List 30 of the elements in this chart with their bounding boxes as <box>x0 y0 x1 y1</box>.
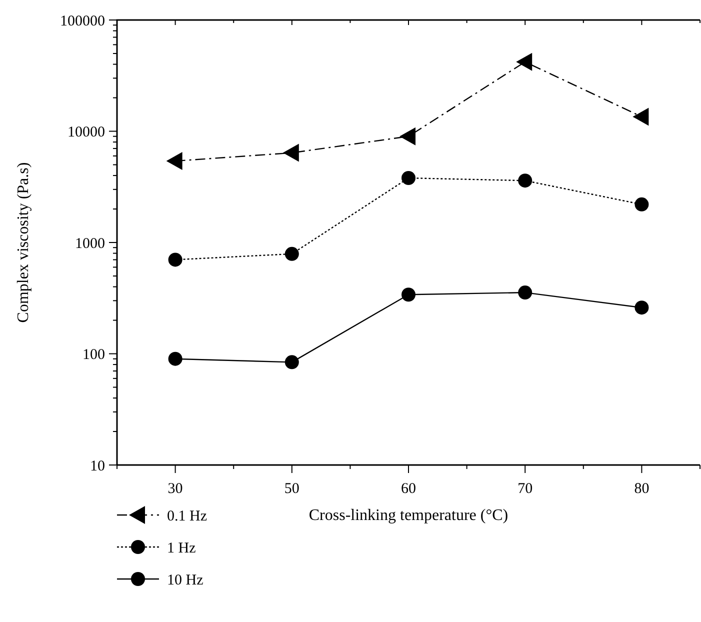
point <box>400 127 416 146</box>
y-axis-title: Complex viscosity (Pa.s) <box>15 162 32 323</box>
point <box>282 144 299 162</box>
point <box>632 108 649 126</box>
x-tick-label: 70 <box>518 481 533 497</box>
x-tick-label: 30 <box>168 481 183 497</box>
point <box>518 286 532 300</box>
y-tick-label: 10000 <box>68 124 105 140</box>
legend-label: 10 Hz <box>167 572 204 588</box>
legend-label: 1 Hz <box>167 540 196 556</box>
x-axis-title: Cross-linking temperature (°C) <box>308 507 508 524</box>
point <box>516 52 532 71</box>
x-tick-label: 60 <box>401 481 416 497</box>
point <box>634 197 649 212</box>
point <box>284 355 299 370</box>
x-tick-label: 50 <box>284 481 300 497</box>
point <box>402 171 416 185</box>
y-tick-label: 100000 <box>60 13 105 30</box>
y-tick-label: 10 <box>90 458 105 474</box>
legend-label: 0.1 Hz <box>167 508 208 524</box>
point <box>284 246 299 261</box>
point <box>168 252 182 267</box>
y-tick-label: 1000 <box>75 236 105 252</box>
point <box>168 352 182 366</box>
point <box>518 174 532 188</box>
point <box>166 152 182 170</box>
x-tick-label: 80 <box>634 481 650 497</box>
point <box>402 288 416 302</box>
point <box>634 300 649 315</box>
y-tick-label: 100 <box>82 347 105 363</box>
